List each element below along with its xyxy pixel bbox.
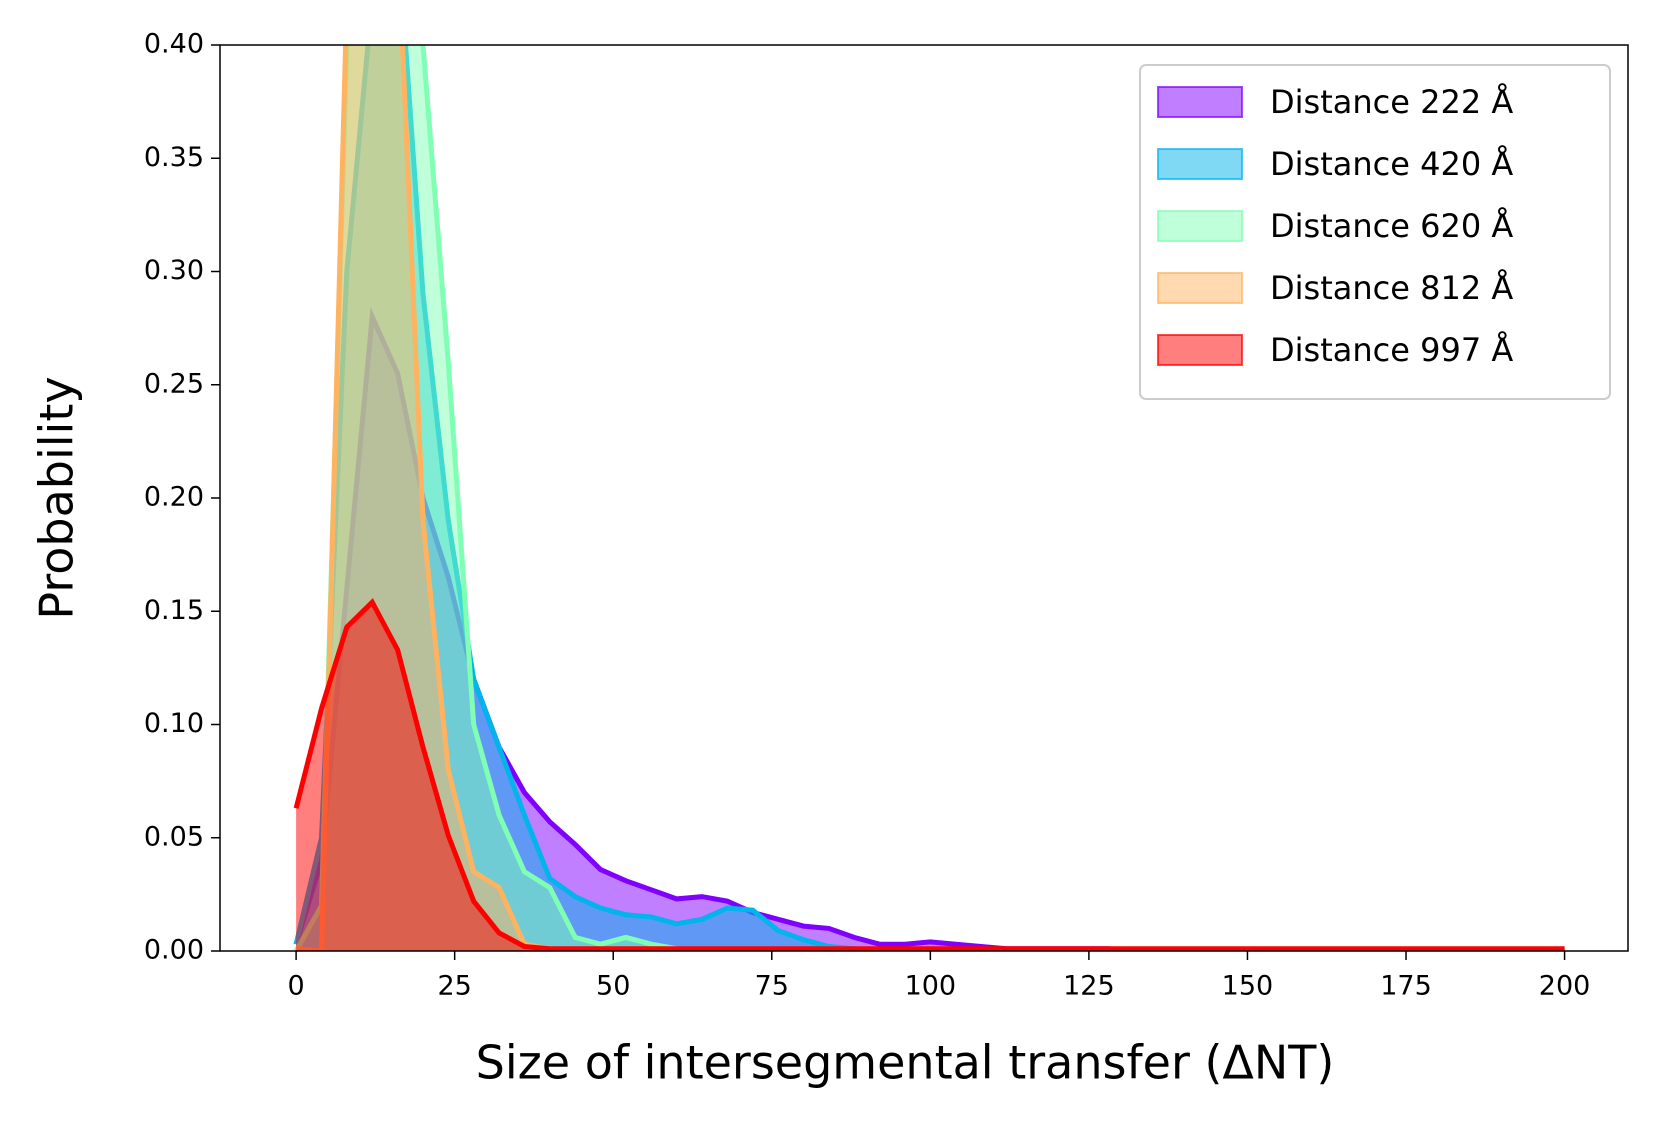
line <box>293 45 1565 951</box>
x-tick-label: 50 <box>596 971 630 1002</box>
legend-box <box>1139 64 1611 400</box>
legend-label: Distance 997 Å <box>1270 331 1513 369</box>
y-axis-label: Probability <box>30 376 84 619</box>
legend-label: Distance 620 Å <box>1270 207 1513 245</box>
x-tick-label: 200 <box>1539 971 1591 1002</box>
x-tick-label: 175 <box>1380 971 1432 1002</box>
legend-label: Distance 420 Å <box>1270 145 1513 183</box>
legend-swatch <box>1157 272 1243 304</box>
x-tick-label: 0 <box>288 971 305 1002</box>
legend-swatch <box>1157 334 1243 366</box>
y-tick-label: 0.20 <box>144 482 204 513</box>
x-tick-label: 25 <box>437 971 471 1002</box>
legend-swatch <box>1157 210 1243 242</box>
area-fill <box>296 602 1565 951</box>
legend-label: Distance 222 Å <box>1270 83 1513 121</box>
y-tick-label: 0.15 <box>144 595 204 626</box>
line <box>293 45 1565 951</box>
line <box>295 45 1565 951</box>
x-tick-label: 75 <box>755 971 789 1002</box>
legend-swatch <box>1157 148 1243 180</box>
x-tick-label: 100 <box>905 971 957 1002</box>
legend-label: Distance 812 Å <box>1270 269 1513 307</box>
x-axis-label: Size of intersegmental transfer (ΔNT) <box>476 1036 1335 1090</box>
x-tick-label: 125 <box>1063 971 1115 1002</box>
y-tick-label: 0.40 <box>144 29 204 60</box>
line <box>293 598 1565 951</box>
y-tick-label: 0.30 <box>144 255 204 286</box>
y-tick-label: 0.00 <box>144 935 204 966</box>
line <box>293 307 1565 951</box>
legend-swatch <box>1157 86 1243 118</box>
x-tick-label: 150 <box>1222 971 1274 1002</box>
y-tick-label: 0.25 <box>144 368 204 399</box>
y-tick-label: 0.35 <box>144 142 204 173</box>
y-tick-label: 0.05 <box>144 821 204 852</box>
plot-area <box>293 45 1565 951</box>
y-tick-label: 0.10 <box>144 708 204 739</box>
